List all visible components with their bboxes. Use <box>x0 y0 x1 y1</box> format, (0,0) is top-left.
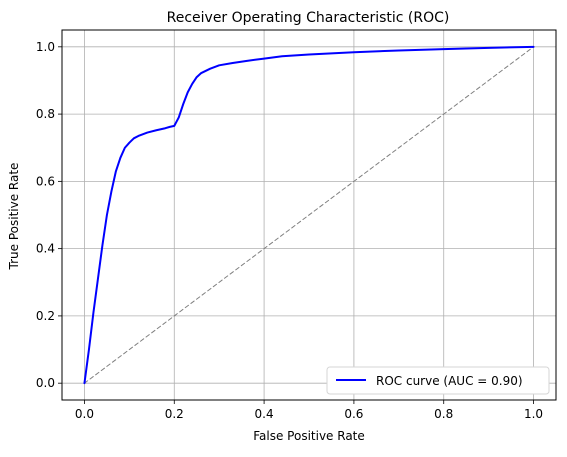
x-axis-ticks: 0.0 0.2 0.4 0.6 0.8 1.0 <box>75 400 543 421</box>
x-tick-label: 0.0 <box>75 407 94 421</box>
chart-title: Receiver Operating Characteristic (ROC) <box>167 10 450 26</box>
y-tick-label: 0.2 <box>36 309 55 323</box>
series-lines <box>83 45 535 385</box>
y-tick-label: 0.4 <box>36 242 55 256</box>
legend-label: ROC curve (AUC = 0.90) <box>376 374 523 388</box>
y-axis-label: True Positive Rate <box>7 163 21 271</box>
x-tick-label: 0.6 <box>344 407 363 421</box>
x-tick-label: 0.8 <box>434 407 453 421</box>
y-tick-label: 0.8 <box>36 107 55 121</box>
x-tick-label: 0.2 <box>165 407 184 421</box>
chance-diagonal-line <box>83 46 535 384</box>
plot-area <box>61 29 557 401</box>
x-tick-label: 1.0 <box>524 407 543 421</box>
legend-box <box>326 366 550 395</box>
x-tick-label: 0.4 <box>255 407 274 421</box>
roc-curve-line <box>83 45 535 385</box>
y-axis-ticks: 0.0 0.2 0.4 0.6 0.8 1.0 <box>36 40 62 390</box>
x-axis-label: False Positive Rate <box>253 429 365 443</box>
y-tick-label: 0.6 <box>36 174 55 188</box>
y-tick-label: 1.0 <box>36 40 55 54</box>
legend: ROC curve (AUC = 0.90) <box>326 366 550 395</box>
plot-frame <box>61 29 557 401</box>
y-tick-label: 0.0 <box>36 376 55 390</box>
